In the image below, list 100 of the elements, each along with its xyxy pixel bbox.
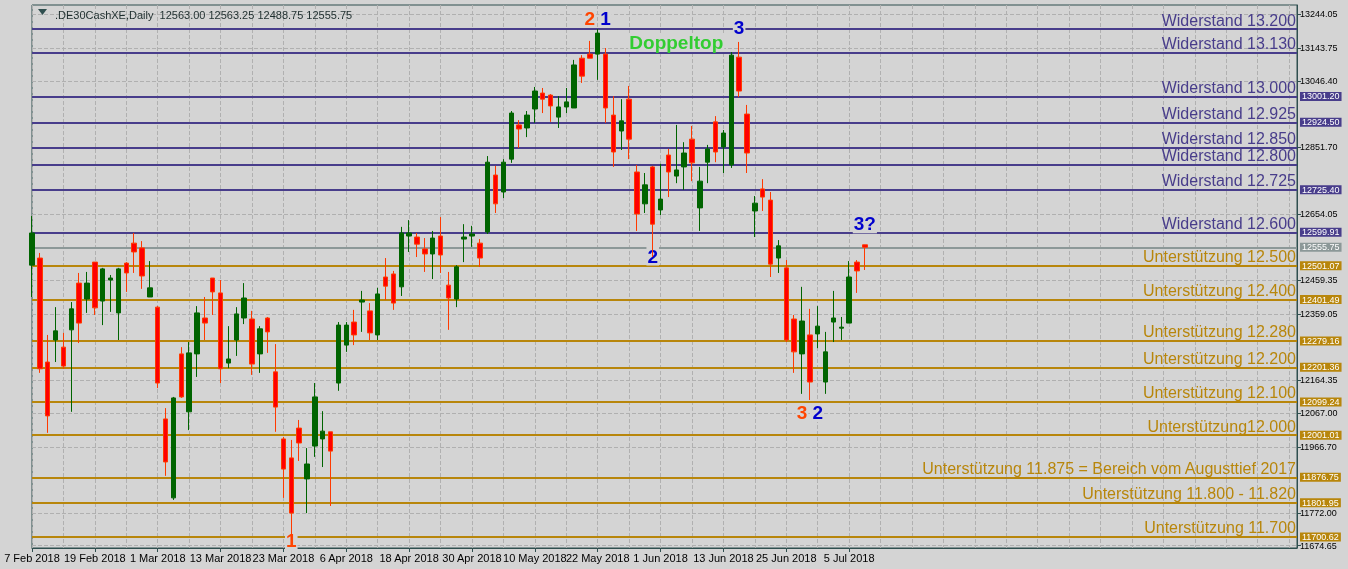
candlestick <box>131 232 137 274</box>
candlestick <box>540 87 545 114</box>
text: 11700.62 <box>1302 531 1339 542</box>
ref-line-label: Unterstützung 11.800 - 11.820 <box>1082 485 1297 503</box>
text: 12725.40 <box>1302 184 1340 195</box>
ref-line-label: Unterstützung 12.100 <box>1143 384 1297 402</box>
candlestick <box>477 238 483 268</box>
candlestick <box>807 308 813 401</box>
candlestick <box>854 259 860 294</box>
candlestick <box>336 321 341 392</box>
candlestick <box>438 216 443 274</box>
candlestick <box>139 240 145 290</box>
text: 11801.95 <box>1302 497 1339 508</box>
candlestick <box>839 316 844 341</box>
candlestick <box>202 296 208 341</box>
annotation: 3? <box>853 213 876 235</box>
candlestick <box>186 341 192 431</box>
candlestick <box>461 223 467 263</box>
candlestick <box>744 104 750 174</box>
candlestick <box>674 124 679 184</box>
candlestick <box>501 158 506 199</box>
candlestick <box>564 87 569 114</box>
candlestick <box>587 40 593 59</box>
candlestick <box>406 219 412 253</box>
ref-line-label: Widerstand 12.600 <box>1161 214 1297 232</box>
x-tick-label: 22 May 2018 <box>565 551 630 564</box>
candlestick <box>92 261 98 316</box>
candlestick <box>713 115 718 163</box>
candlestick <box>45 334 50 434</box>
candlestick <box>776 239 781 274</box>
ref-line-label: Unterstützung 12.500 <box>1143 248 1297 266</box>
y-tick-label: 11772.00 <box>1300 507 1337 518</box>
annotation: 3 <box>796 402 808 423</box>
candlestick <box>862 244 868 271</box>
candlestick <box>516 119 522 149</box>
candlestick <box>328 431 333 507</box>
candlestick <box>681 141 687 191</box>
x-tick-label: 18 Apr 2018 <box>379 551 439 564</box>
candlestick <box>61 332 66 370</box>
candlestick <box>595 28 600 81</box>
text: 12099.24 <box>1302 396 1340 407</box>
candlestick <box>768 191 773 278</box>
candlestick <box>194 305 200 378</box>
candlestick <box>454 264 459 308</box>
candlestick <box>147 260 153 298</box>
candlestick <box>524 110 530 138</box>
y-tick-label: 12067.00 <box>1300 407 1338 418</box>
candlestick <box>430 230 435 280</box>
candlestick <box>281 436 286 499</box>
candlestick <box>312 382 318 458</box>
candlestick <box>658 163 663 216</box>
ref-line-label: Widerstand 13.200 <box>1161 11 1297 29</box>
x-tick-label: 5 Jul 2018 <box>823 551 875 564</box>
text: 12555.75 <box>1302 242 1340 253</box>
ref-line-label: Widerstand 13.000 <box>1161 78 1297 96</box>
candlestick <box>414 232 420 258</box>
y-tick-label: 12851.70 <box>1300 142 1338 153</box>
candlestick <box>446 271 451 331</box>
candlestick <box>611 95 616 168</box>
x-tick-label: 13 Mar 2018 <box>189 551 252 564</box>
ref-line-label: Unterstützung12.000 <box>1147 417 1297 435</box>
candlestick <box>509 110 514 164</box>
x-tick-label: 7 Feb 2018 <box>4 551 60 564</box>
candlestick <box>69 301 74 413</box>
candlestick <box>791 314 797 374</box>
candlestick <box>784 259 789 343</box>
y-tick-label: 13143.75 <box>1300 43 1338 54</box>
candlestick <box>163 407 168 477</box>
candlestick <box>76 272 82 344</box>
y-tick-label: 13046.40 <box>1300 76 1338 87</box>
y-tick-label: 12164.35 <box>1300 374 1338 385</box>
text: 12924.50 <box>1302 117 1340 128</box>
candlestick <box>351 309 357 346</box>
candlestick <box>37 252 43 374</box>
text: 12401.49 <box>1302 294 1340 305</box>
candlestick <box>760 178 765 212</box>
candlestick <box>53 306 58 363</box>
text: 12001.01 <box>1302 430 1340 441</box>
candlestick <box>124 261 129 293</box>
x-tick-label: 19 Feb 2018 <box>63 551 126 564</box>
ref-line-label: Unterstützung 11.875 = Bereich vom Augusttief 2017 <box>922 459 1297 477</box>
text: 13001.20 <box>1302 91 1340 102</box>
candlestick <box>831 290 836 343</box>
y-tick-label: 12459.35 <box>1300 274 1338 285</box>
y-tick-label: 12359.05 <box>1300 308 1338 319</box>
candlestick <box>548 93 553 123</box>
candlestick <box>399 226 404 297</box>
x-tick-label: 1 Mar 2018 <box>129 551 186 564</box>
ref-line-label: Widerstand 12.725 <box>1161 172 1297 190</box>
candlestick <box>619 98 624 151</box>
candlestick <box>705 144 710 184</box>
candlestick <box>241 282 247 325</box>
candlestick <box>249 310 255 376</box>
candlestick <box>304 447 310 514</box>
candlestick <box>603 47 608 124</box>
y-tick-label: 11674.65 <box>1300 540 1337 551</box>
x-tick-label: 23 Mar 2018 <box>252 551 315 564</box>
annotation: 2 <box>647 245 658 267</box>
ref-line-label: Widerstand 12.925 <box>1161 104 1297 122</box>
candlestick <box>642 172 648 214</box>
